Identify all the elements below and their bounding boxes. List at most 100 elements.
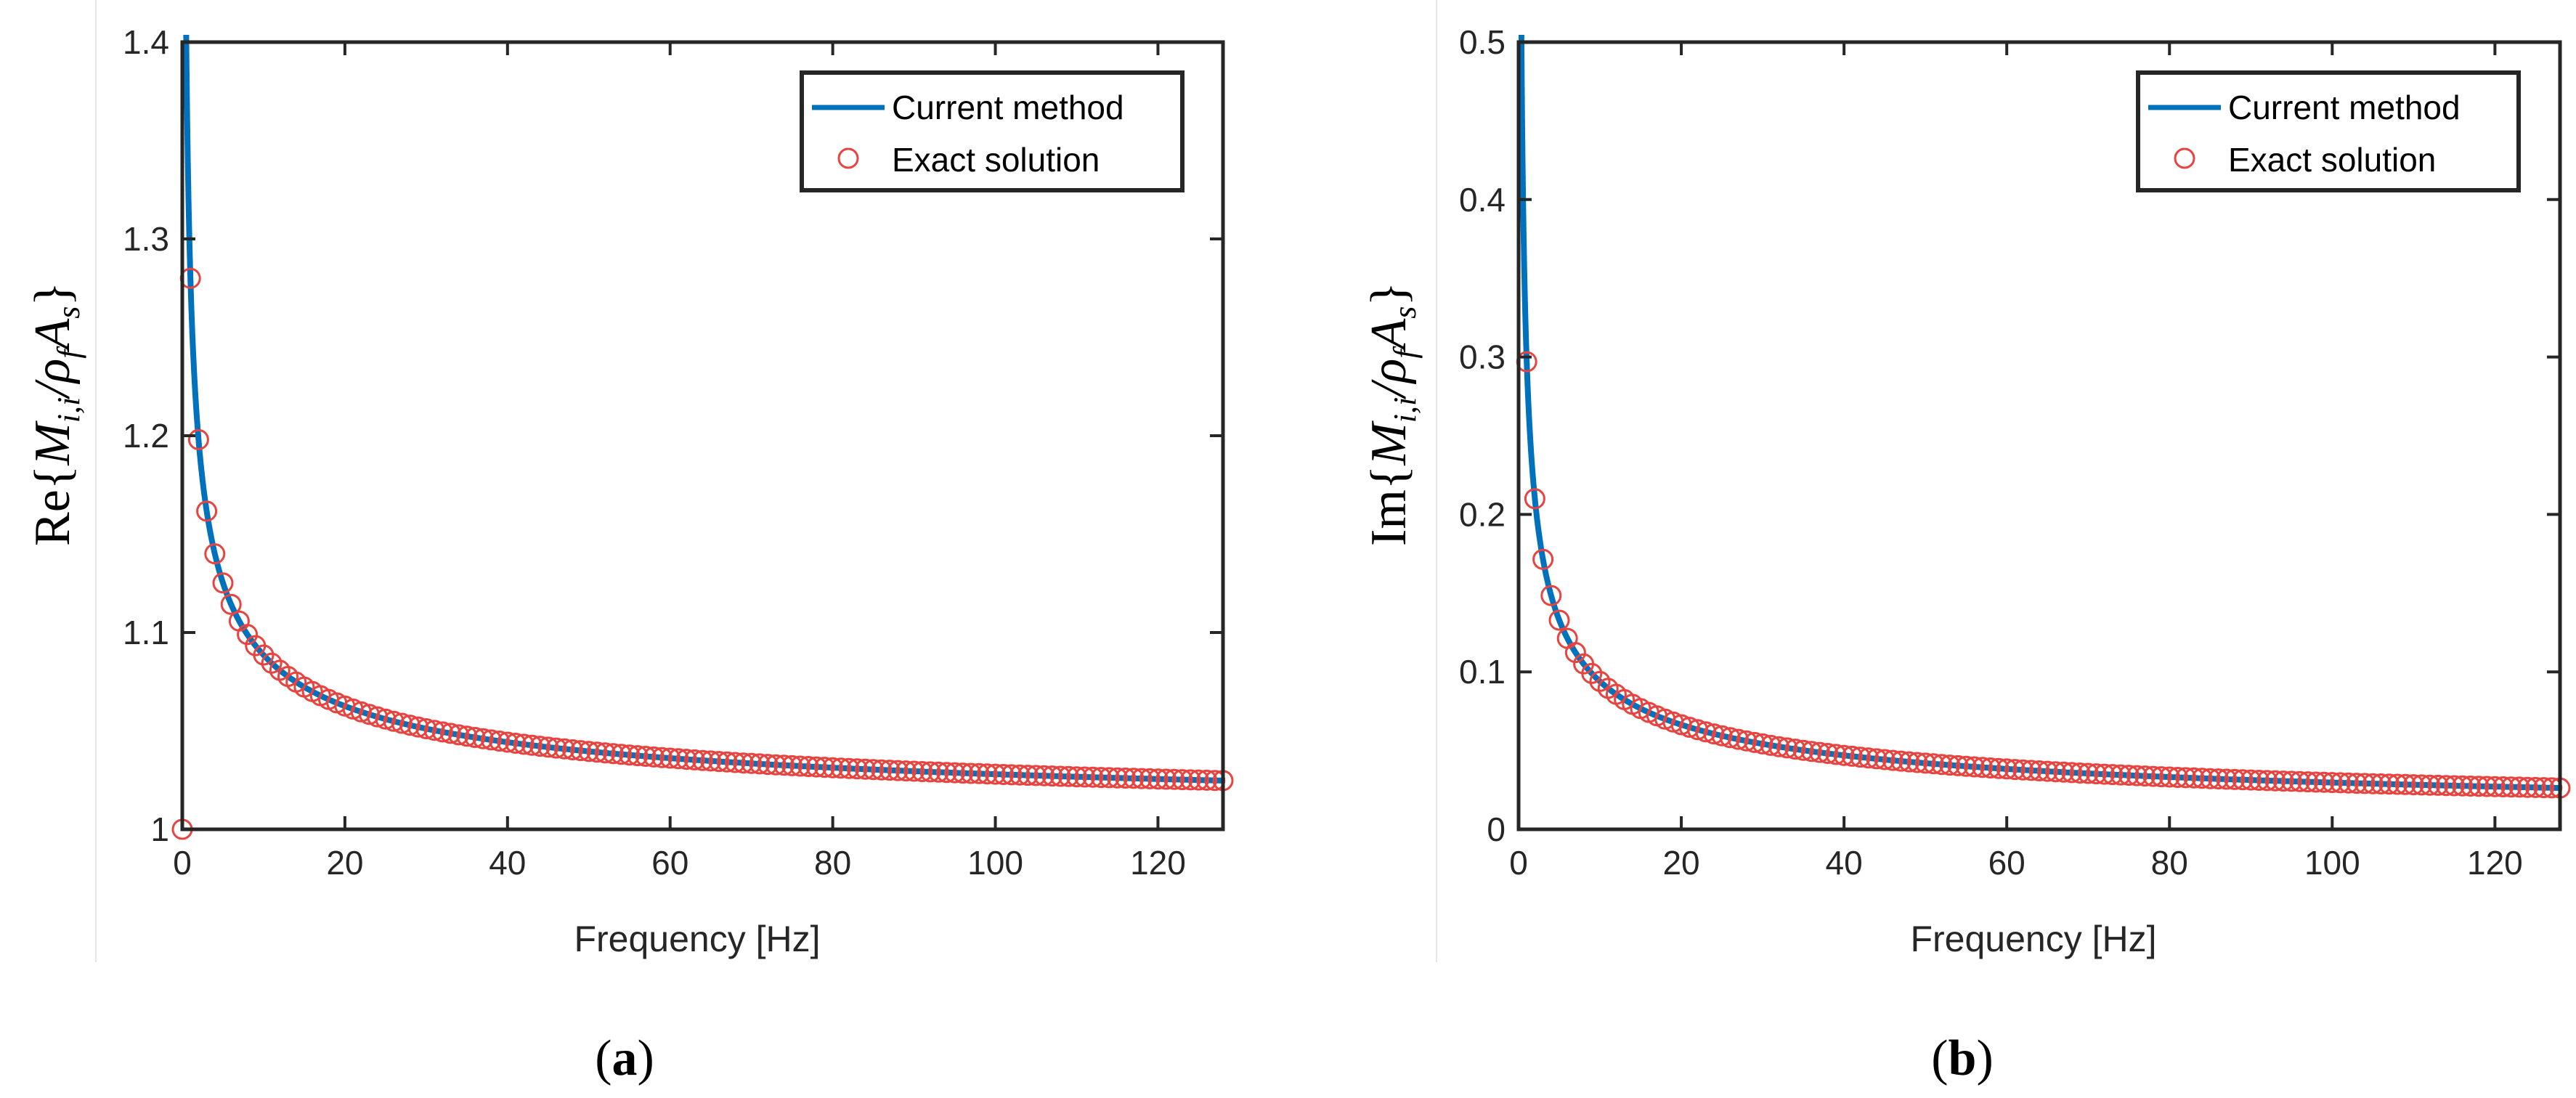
- data-point-exact-solution-b: [2053, 761, 2075, 783]
- data-point-exact-solution-b: [2126, 765, 2148, 786]
- data-point-exact-solution-b: [2134, 765, 2156, 787]
- data-point-exact-solution-b: [2411, 774, 2432, 796]
- data-point-exact-solution-b: [1841, 745, 1863, 767]
- data-point-exact-solution-a: [431, 721, 453, 743]
- data-point-exact-solution-b: [2044, 761, 2066, 783]
- x-tick-label-b: 100: [2304, 844, 2360, 882]
- data-point-exact-solution-a: [619, 744, 641, 766]
- data-point-exact-solution-a: [611, 744, 632, 765]
- data-point-exact-solution-a: [627, 745, 649, 767]
- data-point-exact-solution-a: [838, 757, 860, 779]
- data-point-exact-solution-a: [423, 720, 445, 741]
- data-point-exact-solution-b: [1768, 736, 1789, 757]
- data-point-exact-solution-a: [797, 756, 819, 777]
- data-point-exact-solution-b: [2004, 759, 2026, 781]
- data-point-exact-solution-b: [2191, 768, 2213, 789]
- data-point-exact-solution-a: [805, 756, 827, 778]
- data-point-exact-solution-b: [1728, 728, 1749, 750]
- data-point-exact-solution-a: [854, 758, 876, 780]
- data-point-exact-solution-a: [204, 543, 226, 565]
- data-point-exact-solution-b: [2460, 776, 2482, 797]
- data-point-exact-solution-b: [2313, 771, 2335, 793]
- data-point-exact-solution-a: [1171, 769, 1193, 791]
- data-point-exact-solution-b: [1678, 717, 1700, 738]
- data-point-exact-solution-a: [464, 727, 486, 748]
- series-line-current-method-b: [1519, 35, 2561, 792]
- data-point-exact-solution-b: [1809, 741, 1830, 763]
- data-point-exact-solution-a: [773, 755, 795, 776]
- data-point-exact-solution-a: [765, 754, 787, 776]
- data-point-exact-solution-b: [1540, 585, 1562, 606]
- data-point-exact-solution-a: [472, 728, 494, 749]
- data-point-exact-solution-a: [497, 731, 519, 753]
- data-point-exact-solution-b: [2338, 772, 2360, 794]
- y-tick-label-a: 1: [150, 810, 169, 848]
- x-tick-label-b: 80: [2151, 844, 2188, 882]
- data-point-exact-solution-b: [2305, 771, 2327, 793]
- data-point-exact-solution-b: [2232, 769, 2254, 791]
- data-point-exact-solution-b: [1906, 752, 1928, 773]
- data-point-exact-solution-b: [1736, 730, 1758, 752]
- data-point-exact-solution-b: [1532, 548, 1554, 570]
- data-point-exact-solution-a: [212, 572, 234, 594]
- data-point-exact-solution-b: [2012, 759, 2034, 781]
- legend-marker-swatch-b: [2174, 147, 2195, 169]
- y-axis-label-b: Im{Mi,i/ρfAs}: [1361, 282, 1423, 546]
- data-point-exact-solution-a: [375, 708, 397, 730]
- data-point-exact-solution-b: [2419, 774, 2441, 796]
- data-point-exact-solution-a: [781, 755, 803, 776]
- data-point-exact-solution-b: [1874, 749, 1896, 770]
- x-tick-label-b: 20: [1662, 844, 1699, 882]
- data-point-exact-solution-b: [2524, 776, 2546, 798]
- data-point-exact-solution-a: [700, 750, 722, 772]
- data-point-exact-solution-b: [2330, 772, 2351, 794]
- data-point-exact-solution-b: [2435, 775, 2457, 797]
- data-point-exact-solution-b: [2402, 774, 2424, 796]
- data-point-exact-solution-b: [2216, 768, 2238, 790]
- data-point-exact-solution-b: [2378, 773, 2400, 795]
- data-point-exact-solution-a: [659, 747, 681, 769]
- data-point-exact-solution-a: [692, 749, 713, 771]
- data-point-exact-solution-b: [1711, 725, 1733, 747]
- data-point-exact-solution-a: [561, 739, 583, 760]
- data-point-exact-solution-a: [976, 763, 998, 785]
- data-point-exact-solution-a: [960, 762, 982, 784]
- plot-area-b: 0 20 40 60 80 100 120 0 0.1 0.2 0.3 0.4 0.5: [1459, 23, 2571, 882]
- y-tick-label-b: 0: [1487, 810, 1506, 848]
- data-point-exact-solution-b: [2208, 768, 2229, 790]
- data-point-exact-solution-a: [1139, 768, 1161, 789]
- data-point-exact-solution-b: [1939, 755, 1961, 776]
- data-point-exact-solution-a: [985, 763, 1006, 785]
- data-point-exact-solution-b: [2354, 773, 2376, 794]
- data-point-exact-solution-a: [716, 751, 738, 773]
- data-point-exact-solution-a: [553, 738, 575, 760]
- data-point-exact-solution-b: [2167, 767, 2188, 788]
- data-point-exact-solution-b: [1564, 642, 1586, 664]
- legend-entry-exact-solution-a: Exact solution: [892, 141, 1100, 179]
- y-tick-label-b: 0.5: [1459, 23, 1506, 61]
- data-point-exact-solution-a: [733, 752, 754, 774]
- y-tick-label-b: 0.2: [1459, 495, 1506, 533]
- data-point-exact-solution-b: [1833, 744, 1855, 766]
- data-point-exact-solution-a: [602, 743, 624, 765]
- data-point-exact-solution-a: [521, 734, 543, 756]
- data-point-exact-solution-b: [1922, 753, 1944, 775]
- data-point-exact-solution-b: [2085, 763, 2107, 785]
- data-point-exact-solution-b: [1858, 747, 1880, 769]
- legend-entry-exact-solution-b: Exact solution: [2228, 141, 2436, 179]
- data-point-exact-solution-a: [927, 761, 949, 783]
- data-point-exact-solution-a: [757, 754, 779, 776]
- data-point-exact-solution-a: [1187, 769, 1209, 791]
- x-tick-label-b: 0: [1509, 844, 1528, 882]
- data-point-exact-solution-a: [683, 749, 705, 770]
- data-point-exact-solution-a: [220, 593, 242, 615]
- x-axis-label-a: Frequency [Hz]: [574, 919, 820, 959]
- data-point-exact-solution-a: [708, 751, 730, 773]
- data-point-exact-solution-b: [2362, 773, 2384, 794]
- data-point-exact-solution-a: [537, 736, 559, 758]
- data-point-exact-solution-b: [1800, 741, 1822, 762]
- data-point-exact-solution-a: [822, 757, 844, 778]
- data-point-exact-solution-b: [2158, 766, 2180, 788]
- data-point-exact-solution-b: [1744, 731, 1766, 753]
- data-point-exact-solution-a: [1131, 768, 1153, 789]
